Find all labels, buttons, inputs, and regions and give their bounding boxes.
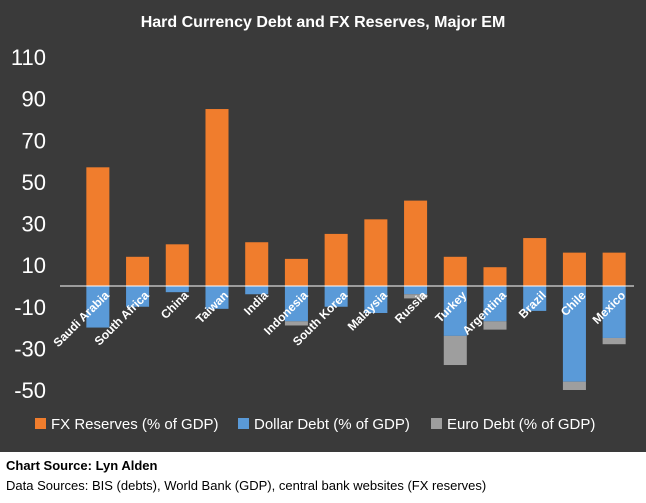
legend-swatch — [238, 418, 249, 429]
bar-fx-reserves — [324, 233, 348, 286]
bar-dollar-debt — [404, 285, 428, 295]
bar-dollar-debt — [284, 285, 308, 322]
y-tick-label: 110 — [11, 45, 46, 70]
x-category-label: China — [158, 288, 192, 322]
bar-fx-reserves — [86, 167, 110, 286]
y-tick-label: 50 — [22, 170, 46, 195]
y-tick-label: 30 — [22, 212, 46, 237]
bar-euro-debt — [602, 337, 626, 345]
bar-dollar-debt — [523, 285, 547, 311]
bar-fx-reserves — [483, 267, 507, 286]
bar-euro-debt — [284, 321, 308, 326]
y-tick-label: -30 — [14, 336, 46, 361]
y-tick-label: 10 — [22, 253, 46, 278]
bar-euro-debt — [404, 294, 428, 299]
bar-dollar-debt — [602, 285, 626, 338]
bar-fx-reserves — [245, 242, 269, 286]
bar-euro-debt — [443, 335, 467, 366]
bar-fx-reserves — [443, 256, 467, 286]
bar-fx-reserves — [404, 200, 428, 286]
data-sources: Data Sources: BIS (debts), World Bank (G… — [6, 478, 487, 493]
bar-fx-reserves — [165, 244, 189, 286]
bar-fx-reserves — [364, 219, 388, 286]
y-tick-label: -10 — [14, 295, 46, 320]
y-tick-label: -50 — [14, 378, 46, 403]
bar-dollar-debt — [443, 285, 467, 336]
legend-label: Dollar Debt (% of GDP) — [254, 416, 410, 433]
bar-fx-reserves — [126, 256, 150, 286]
bar-fx-reserves — [602, 252, 626, 286]
legend-swatch — [35, 418, 46, 429]
bar-fx-reserves — [523, 238, 547, 286]
bar-fx-reserves — [284, 258, 308, 286]
bar-fx-reserves — [562, 252, 586, 286]
legend-label: Euro Debt (% of GDP) — [447, 416, 595, 433]
bar-dollar-debt — [324, 285, 348, 307]
chart-panel: Hard Currency Debt and FX Reserves, Majo… — [0, 0, 646, 452]
bar-dollar-debt — [364, 285, 388, 313]
bar-dollar-debt — [86, 285, 110, 328]
bar-dollar-debt — [245, 285, 269, 295]
chart-svg: Hard Currency Debt and FX Reserves, Majo… — [11, 14, 634, 433]
bar-dollar-debt — [126, 285, 150, 307]
bar-fx-reserves — [205, 109, 229, 286]
legend-label: FX Reserves (% of GDP) — [51, 416, 219, 433]
bar-dollar-debt — [165, 285, 189, 293]
bar-dollar-debt — [483, 285, 507, 322]
bar-euro-debt — [483, 321, 507, 330]
y-tick-label: 70 — [22, 128, 46, 153]
bar-dollar-debt — [562, 285, 586, 382]
chart-source: Chart Source: Lyn Alden — [6, 458, 158, 473]
bar-dollar-debt — [205, 285, 229, 309]
bar-euro-debt — [562, 381, 586, 390]
y-tick-label: 90 — [22, 87, 46, 112]
chart-title: Hard Currency Debt and FX Reserves, Majo… — [141, 14, 506, 31]
legend-swatch — [431, 418, 442, 429]
